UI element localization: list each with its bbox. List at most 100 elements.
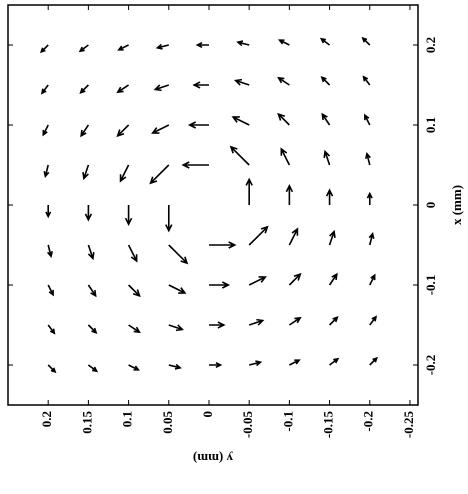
y-tick-label: 0.2	[39, 411, 54, 427]
x-tick-label: 0	[423, 202, 438, 209]
arrow	[124, 205, 133, 226]
arrow	[84, 205, 93, 222]
arrow	[43, 164, 50, 178]
arrow	[329, 357, 340, 366]
rotated-plot: -0.2 -0.1 0 0.1 0.2 0.2 0.15 0.1 0.05 0 -0.05 -0.1 -…	[7, 4, 464, 466]
arrow	[364, 113, 371, 126]
y-tick-label: -0.2	[361, 411, 376, 432]
arrow	[116, 84, 130, 94]
y-tick-label: 0.05	[160, 411, 175, 434]
arrow	[47, 364, 57, 374]
arrow	[245, 177, 253, 205]
x-tick-label: 0.1	[423, 117, 438, 133]
arrow	[329, 316, 339, 326]
arrow	[248, 360, 263, 367]
x-tick-label: -0.2	[423, 355, 438, 376]
arrow	[289, 359, 301, 366]
arrow	[361, 36, 371, 46]
y-tick-label: -0.15	[321, 411, 336, 439]
arrow	[320, 76, 331, 86]
arrow	[42, 124, 49, 137]
arrow	[168, 324, 184, 332]
arrow	[285, 184, 294, 205]
arrow	[155, 43, 169, 50]
arrow	[127, 244, 138, 263]
arrow	[366, 191, 373, 205]
arrow	[321, 112, 331, 126]
x-tick-label: 0.2	[423, 37, 438, 53]
arrow	[39, 44, 49, 54]
arrow	[208, 321, 226, 329]
arrow	[248, 225, 269, 246]
arrow	[47, 284, 54, 297]
arrow	[168, 363, 182, 370]
y-tick-label: -0.1	[280, 411, 295, 432]
arrow	[280, 147, 291, 166]
arrow	[128, 284, 141, 298]
arrow	[325, 188, 334, 205]
y-axis-label: y (mm)	[193, 451, 233, 466]
arrow	[229, 145, 250, 166]
arrow	[119, 164, 130, 183]
arrow	[151, 124, 170, 134]
arrow	[277, 39, 290, 46]
arrow	[168, 284, 187, 294]
y-tick-label: 0.1	[120, 411, 135, 427]
arrow	[47, 324, 56, 335]
y-tick-label: -0.25	[401, 411, 416, 439]
arrow	[128, 324, 141, 334]
arrow	[192, 81, 209, 89]
arrow	[128, 364, 140, 371]
arrow	[368, 232, 375, 246]
arrow	[248, 276, 267, 286]
arrow	[236, 40, 250, 47]
plot-frame	[7, 4, 419, 406]
arrow	[362, 75, 371, 86]
x-tick-label: -0.1	[423, 275, 438, 296]
arrow	[369, 315, 378, 326]
y-tick-label: -0.05	[240, 411, 255, 439]
arrow	[323, 149, 331, 166]
arrow	[233, 78, 250, 86]
arrow	[181, 161, 209, 169]
arrow	[328, 272, 338, 286]
arrow	[288, 316, 302, 326]
arrow	[79, 84, 89, 94]
arrow	[47, 244, 53, 258]
arrow	[87, 284, 97, 298]
arrow	[369, 273, 376, 286]
arrow	[40, 84, 49, 95]
arrow	[208, 241, 237, 249]
arrow	[87, 244, 95, 261]
arrow	[78, 44, 89, 53]
y-tick-label: 0.15	[79, 411, 94, 434]
arrow	[87, 364, 99, 373]
arrow	[195, 41, 209, 49]
arrow	[153, 84, 170, 92]
arrow	[231, 116, 250, 126]
arrow	[87, 324, 98, 334]
arrow	[277, 76, 290, 86]
arrow	[187, 121, 209, 129]
arrow	[288, 272, 302, 286]
arrow	[208, 361, 223, 369]
arrow	[369, 356, 378, 366]
arrow	[82, 164, 90, 181]
arrow	[365, 152, 371, 166]
y-tick-label: 0	[200, 411, 215, 418]
arrow	[165, 205, 173, 233]
arrow	[117, 44, 129, 51]
arrow	[208, 281, 231, 289]
x-axis-label: x (mm)	[449, 185, 464, 225]
arrow	[149, 164, 170, 185]
arrow	[248, 318, 265, 326]
arrow	[319, 37, 331, 46]
arrow	[328, 229, 336, 246]
arrow	[116, 124, 130, 138]
arrow	[80, 124, 90, 138]
arrow	[168, 244, 189, 265]
arrow	[288, 227, 299, 246]
arrow	[45, 205, 52, 219]
